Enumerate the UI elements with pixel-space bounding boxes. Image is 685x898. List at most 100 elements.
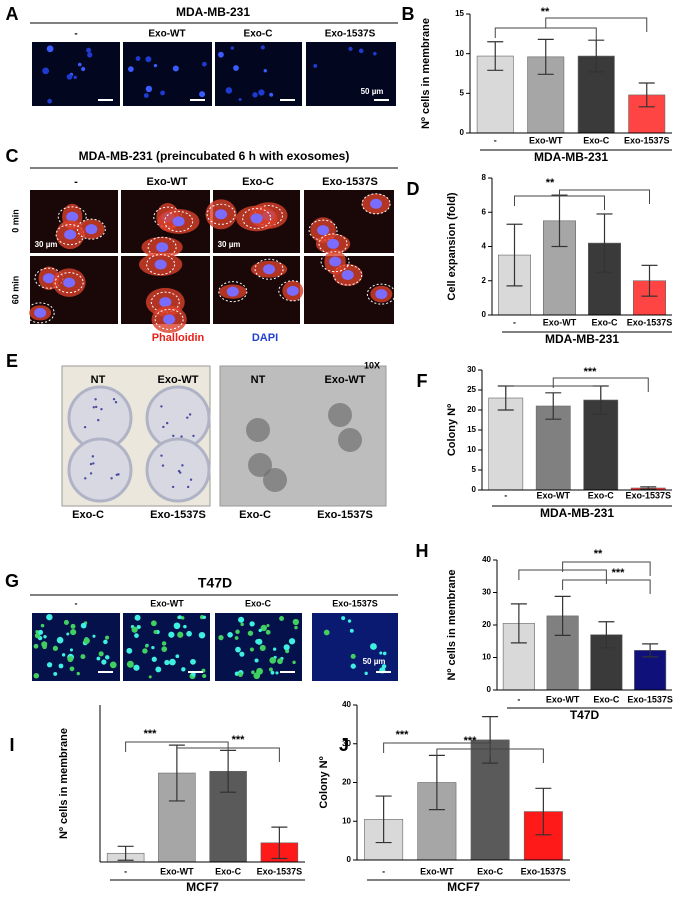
y-tick-label: 6 xyxy=(482,207,487,216)
cell xyxy=(109,661,117,669)
panel-letter: J xyxy=(339,735,349,755)
significance-bracket xyxy=(545,17,648,32)
cell xyxy=(96,656,101,661)
bracket-line xyxy=(494,27,597,42)
y-axis-label: Cell expansion (fold) xyxy=(446,192,458,301)
cell xyxy=(43,634,47,639)
nucleus xyxy=(263,69,267,73)
nucleus xyxy=(42,273,55,284)
outline xyxy=(154,308,184,330)
significance-label: ** xyxy=(546,177,555,189)
nucleus xyxy=(327,238,340,249)
cell xyxy=(63,619,69,625)
colony xyxy=(181,464,184,467)
nucleus xyxy=(317,225,330,236)
cell xyxy=(80,622,87,629)
y-axis-label: Colony Nº xyxy=(318,756,330,808)
micro-label: Exo-WT xyxy=(325,374,366,386)
significance-bracket xyxy=(552,377,649,392)
cell xyxy=(67,656,74,663)
colony xyxy=(84,477,87,480)
colony xyxy=(94,405,98,409)
colony xyxy=(94,398,97,401)
cell xyxy=(151,656,157,662)
y-tick-label: 20 xyxy=(467,405,476,414)
cell xyxy=(76,671,80,676)
nucleus xyxy=(163,314,176,325)
nucleus xyxy=(153,63,158,68)
plate-label: Exo-C xyxy=(72,509,104,521)
y-tick-label: 8 xyxy=(482,173,487,182)
bracket-line xyxy=(436,748,544,763)
colony xyxy=(83,425,87,429)
y-tick-label: 5 xyxy=(460,88,465,97)
plate xyxy=(145,437,211,503)
nucleus xyxy=(218,51,224,58)
bar xyxy=(535,405,571,491)
outline xyxy=(146,254,176,276)
x-axis-label: MDA-MB-231 xyxy=(545,332,619,346)
cell xyxy=(161,646,168,652)
cell xyxy=(105,655,110,660)
error-bar xyxy=(596,213,613,273)
y-tick-label: 40 xyxy=(482,555,491,564)
error-bar xyxy=(554,595,571,637)
cell xyxy=(277,658,283,665)
bracket-line xyxy=(545,17,648,32)
y-axis-label: Colony Nº xyxy=(446,404,458,456)
micrograph xyxy=(306,42,396,106)
panel-letter: A xyxy=(6,4,19,24)
bracket-line xyxy=(562,579,651,594)
outline xyxy=(206,203,236,225)
nucleus xyxy=(230,46,234,50)
cell xyxy=(238,672,243,678)
significance-label: ** xyxy=(541,6,550,18)
cell xyxy=(382,651,387,656)
colony xyxy=(171,485,175,489)
scale-label: 30 µm xyxy=(35,240,58,249)
significance-bracket xyxy=(125,741,229,756)
nucleus xyxy=(252,92,258,98)
nucleus xyxy=(269,92,274,97)
bracket-line xyxy=(518,569,607,584)
outline xyxy=(318,233,348,255)
bar xyxy=(583,399,619,491)
significance-label: *** xyxy=(144,728,158,740)
colony xyxy=(263,468,287,492)
y-tick-label: 0 xyxy=(482,310,487,319)
nucleus xyxy=(87,52,93,58)
colony xyxy=(92,462,95,465)
error-bar xyxy=(510,603,527,644)
panel-letter: F xyxy=(417,371,428,391)
cell xyxy=(234,636,239,640)
cell xyxy=(235,646,241,653)
cell xyxy=(103,639,108,645)
cell xyxy=(131,626,138,633)
magnification: 10X xyxy=(364,360,380,370)
column-label: Exo-WT xyxy=(150,598,184,608)
cell xyxy=(177,631,184,638)
outline xyxy=(366,283,396,305)
error-bar xyxy=(640,486,657,490)
colony xyxy=(177,469,181,473)
error-bar xyxy=(545,392,562,420)
x-tick-label: Exo-1537S xyxy=(627,317,673,327)
nucleus xyxy=(313,63,318,68)
cell xyxy=(266,623,270,628)
colony xyxy=(246,418,270,442)
cell xyxy=(33,672,40,679)
y-tick-label: 4 xyxy=(482,242,487,251)
colony xyxy=(186,485,190,489)
colony xyxy=(188,413,192,416)
nucleus xyxy=(215,209,228,220)
nucleus xyxy=(66,211,79,222)
x-tick-label: Exo-C xyxy=(477,866,504,876)
nucleus xyxy=(329,256,342,267)
nucleus xyxy=(64,229,77,240)
cell xyxy=(350,663,356,669)
outline xyxy=(320,251,350,273)
significance-bracket xyxy=(383,742,491,757)
bar xyxy=(488,397,524,491)
cell xyxy=(341,616,346,621)
column-label: Exo-C xyxy=(244,29,273,40)
